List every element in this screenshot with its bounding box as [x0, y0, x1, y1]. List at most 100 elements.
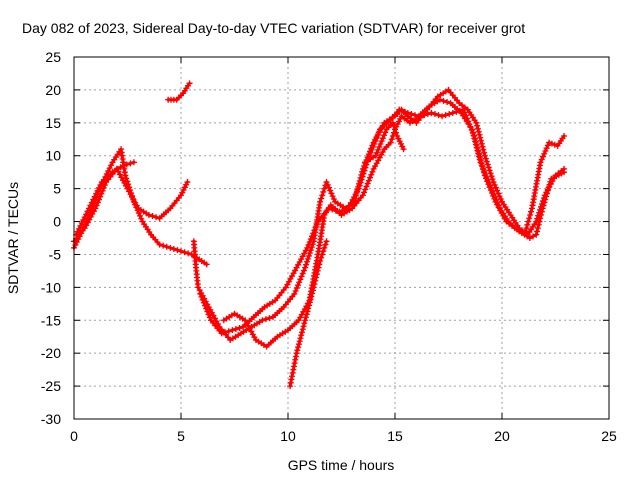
data-point-marker	[375, 146, 382, 153]
data-point-marker	[307, 247, 314, 254]
data-point-marker	[128, 190, 135, 197]
data-point-marker	[202, 302, 209, 309]
data-point-marker	[291, 290, 298, 297]
data-point-marker	[292, 288, 299, 295]
data-point-marker	[299, 329, 306, 336]
data-point-marker	[548, 140, 555, 147]
data-point-marker	[481, 152, 488, 159]
data-point-marker	[442, 112, 449, 119]
data-point-marker	[293, 285, 300, 292]
data-point-marker	[298, 332, 305, 339]
data-point-marker	[480, 146, 487, 153]
data-point-marker	[494, 187, 501, 194]
data-point-marker	[539, 205, 546, 212]
data-point-marker	[359, 192, 366, 199]
data-point-marker	[537, 215, 544, 222]
data-point-marker	[474, 145, 481, 152]
data-point-marker	[485, 164, 492, 171]
series-track-9	[362, 119, 407, 166]
data-point-marker	[135, 210, 142, 217]
data-point-marker	[481, 172, 488, 179]
data-point-marker	[305, 241, 312, 248]
data-point-marker	[496, 193, 503, 200]
data-point-marker	[540, 202, 547, 209]
data-point-marker	[130, 159, 137, 166]
data-point-marker	[535, 221, 542, 228]
data-point-marker	[296, 338, 303, 345]
data-point-marker	[440, 97, 447, 104]
data-point-marker	[314, 267, 321, 274]
data-point-marker	[483, 175, 490, 182]
data-point-marker	[497, 195, 504, 202]
data-point-marker	[317, 198, 324, 205]
data-point-marker	[479, 143, 486, 150]
data-point-marker	[262, 316, 269, 323]
x-tick-label: 20	[494, 428, 510, 444]
data-point-marker	[303, 261, 310, 268]
data-point-marker	[476, 154, 483, 161]
data-point-marker	[319, 251, 326, 258]
data-point-marker	[229, 327, 236, 334]
data-point-marker	[322, 241, 329, 248]
data-point-marker	[490, 192, 497, 199]
data-point-marker	[364, 180, 371, 187]
data-point-marker	[367, 174, 374, 181]
data-point-marker	[472, 136, 479, 143]
data-point-marker	[371, 141, 378, 148]
data-point-marker	[197, 290, 204, 297]
y-tick-label: 25	[45, 49, 61, 65]
data-point-marker	[478, 140, 485, 147]
data-point-marker	[204, 308, 211, 315]
data-point-marker	[388, 136, 395, 143]
data-point-marker	[482, 155, 489, 162]
data-point-marker	[417, 113, 424, 120]
data-point-marker	[475, 128, 482, 135]
series-track-3	[73, 159, 137, 238]
data-point-marker	[369, 168, 376, 175]
data-point-marker	[305, 252, 312, 259]
data-point-marker	[545, 184, 552, 191]
data-point-marker	[444, 98, 451, 105]
data-point-marker	[320, 188, 327, 195]
data-point-marker	[83, 218, 90, 225]
y-tick-label: -15	[41, 312, 61, 328]
data-point-marker	[304, 255, 311, 262]
data-point-marker	[527, 211, 534, 218]
data-point-marker	[368, 171, 375, 178]
data-point-marker	[203, 305, 210, 312]
data-point-marker	[488, 173, 495, 180]
data-point-marker	[363, 183, 370, 190]
data-point-marker	[362, 186, 369, 193]
data-point-marker	[480, 166, 487, 173]
data-point-marker	[396, 106, 403, 113]
data-point-marker	[316, 261, 323, 268]
data-point-marker	[198, 293, 205, 300]
data-point-marker	[313, 221, 320, 228]
data-point-marker	[329, 193, 336, 200]
data-point-marker	[464, 115, 471, 122]
data-point-marker	[369, 143, 376, 150]
data-point-marker	[481, 169, 488, 176]
data-point-marker	[184, 179, 191, 186]
data-point-marker	[366, 152, 373, 159]
data-point-marker	[311, 281, 318, 288]
data-point-marker	[474, 125, 481, 132]
data-point-marker	[543, 145, 550, 152]
data-point-marker	[297, 276, 304, 283]
data-point-marker	[123, 175, 130, 182]
data-point-marker	[306, 249, 313, 256]
y-tick-label: -30	[41, 411, 61, 427]
data-point-marker	[526, 235, 533, 241]
x-axis-label: GPS time / hours	[288, 457, 395, 473]
data-point-marker	[372, 152, 379, 159]
data-point-marker	[361, 167, 368, 174]
data-point-marker	[467, 124, 474, 131]
data-point-marker	[129, 195, 136, 202]
data-point-marker	[361, 189, 368, 196]
data-point-marker	[373, 135, 380, 142]
data-point-marker	[538, 156, 545, 163]
data-point-marker	[318, 254, 325, 261]
y-tick-label: 5	[53, 181, 61, 197]
y-tick-label: 10	[45, 148, 61, 164]
data-point-marker	[307, 296, 314, 303]
